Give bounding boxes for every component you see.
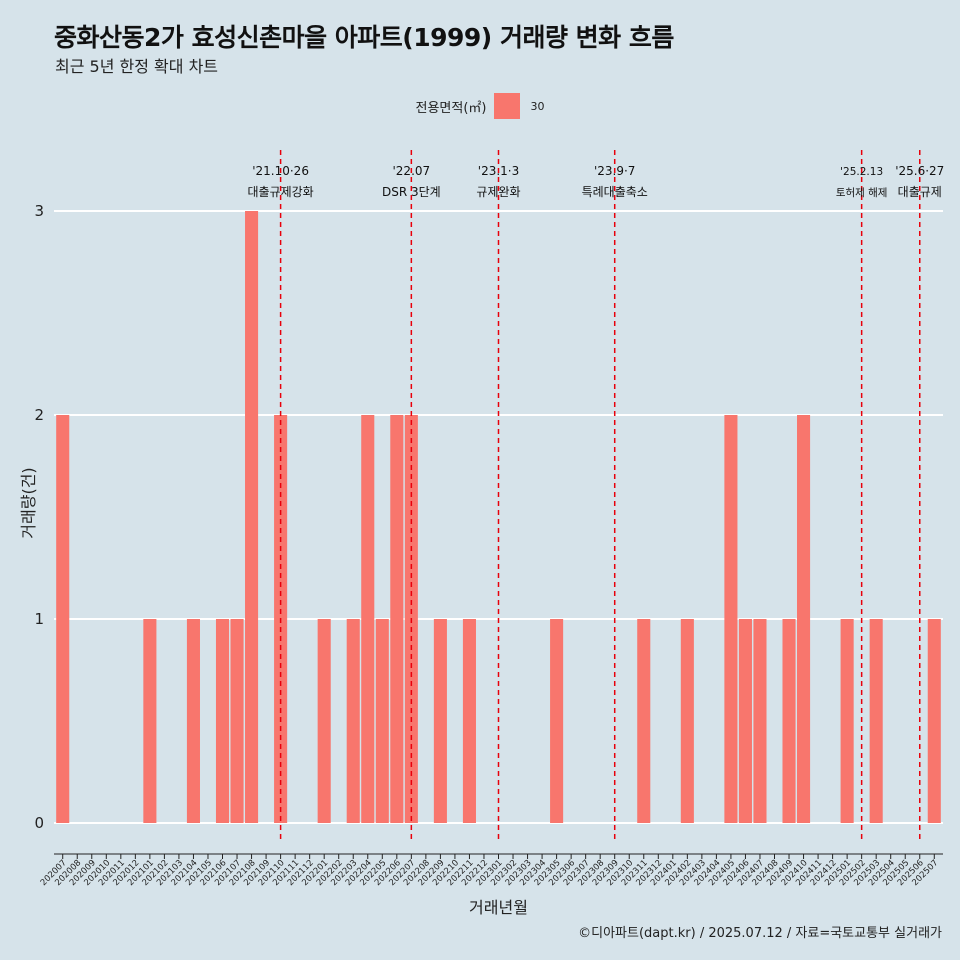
bar: [56, 415, 70, 823]
bar: [797, 415, 811, 823]
bar: [462, 619, 476, 823]
event-date-label: '22.07: [393, 164, 431, 178]
bar: [143, 619, 157, 823]
event-name-label: 대출규제: [898, 185, 942, 199]
page-subtitle: 최근 5년 한정 확대 차트: [55, 57, 219, 76]
bar: [637, 619, 651, 823]
event-date-label: '21.10·26: [252, 164, 309, 178]
bar: [186, 619, 200, 823]
bar: [215, 619, 230, 823]
bar: [550, 619, 564, 823]
y-tick-label: 3: [34, 202, 44, 220]
event-date-label: '23.1·3: [478, 164, 519, 178]
bar: [390, 415, 404, 823]
y-tick-label: 2: [34, 406, 44, 424]
legend-swatch: [494, 93, 521, 119]
event-name-label: 토허제 해제: [836, 186, 888, 199]
bar: [361, 415, 375, 823]
event-date-label: '23.9·7: [594, 164, 635, 178]
page-title: 중화산동2가 효성신촌마을 아파트(1999) 거래량 변화 흐름: [54, 23, 674, 52]
bar: [753, 619, 767, 823]
bar: [245, 211, 259, 823]
source-caption: ©디아파트(dapt.kr) / 2025.07.12 / 자료=국토교통부 실…: [578, 926, 942, 941]
chart-legend: 전용면적(㎡) 30: [0, 93, 960, 119]
event-name-label: DSR 3단계: [382, 185, 441, 199]
bar: [433, 619, 447, 823]
y-axis-title: 거래량(건): [19, 467, 38, 538]
bar: [782, 619, 796, 823]
x-axis-title: 거래년월: [469, 898, 528, 917]
bar: [230, 619, 244, 823]
bar: [346, 619, 360, 823]
legend-title: 전용면적(㎡): [415, 100, 487, 116]
event-name-label: 규제완화: [476, 185, 520, 199]
bar: [869, 619, 883, 823]
event-date-label: '25.2.13: [840, 166, 883, 178]
event-name-label: 특례대출축소: [582, 185, 648, 199]
event-name-label: 대출규제강화: [247, 185, 313, 199]
bar: [738, 619, 752, 823]
bar: [375, 619, 389, 823]
bar: [840, 619, 854, 823]
bar: [927, 619, 941, 823]
event-date-label: '25.6·27: [895, 164, 944, 178]
legend-key: 30: [530, 99, 545, 113]
y-tick-label: 0: [34, 814, 44, 832]
bar: [724, 415, 738, 823]
bar: [317, 619, 331, 823]
y-tick-label: 1: [34, 610, 44, 628]
bar: [680, 619, 694, 823]
